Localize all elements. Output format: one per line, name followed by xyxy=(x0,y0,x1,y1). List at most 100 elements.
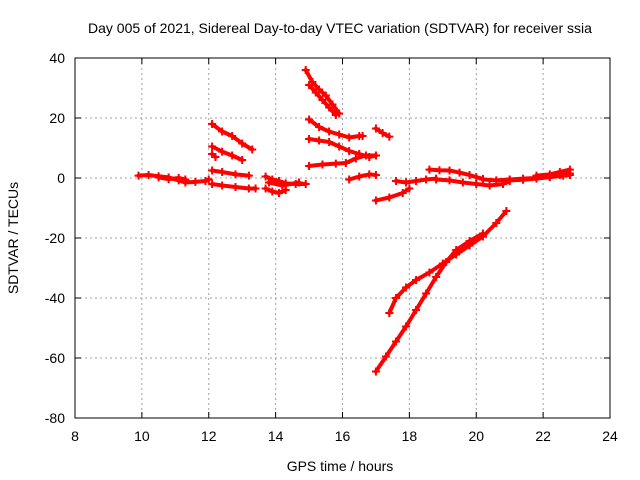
data-point xyxy=(478,175,487,184)
data-point xyxy=(365,170,374,179)
y-tick-label: -80 xyxy=(45,410,65,426)
data-point xyxy=(325,103,334,112)
data-point xyxy=(191,177,200,186)
data-point xyxy=(345,175,354,184)
data-point xyxy=(402,178,411,187)
data-point xyxy=(442,258,451,266)
data-point xyxy=(445,166,454,175)
data-point xyxy=(381,352,390,361)
y-tick-label: 40 xyxy=(49,50,65,66)
data-point xyxy=(445,176,454,185)
data-point xyxy=(345,147,354,155)
x-tick-label: 24 xyxy=(602,428,618,444)
data-point xyxy=(519,175,528,184)
data-point xyxy=(412,306,421,314)
data-point xyxy=(435,166,444,175)
data-point xyxy=(218,181,227,190)
data-point xyxy=(208,142,217,151)
data-point xyxy=(218,127,227,136)
data-point xyxy=(261,184,270,193)
data-point xyxy=(268,187,277,196)
data-point xyxy=(315,123,324,131)
data-point xyxy=(385,132,394,141)
data-point xyxy=(422,175,431,184)
data-point xyxy=(218,147,227,156)
chart-title: Day 005 of 2021, Sidereal Day-to-day VTE… xyxy=(88,20,592,36)
data-point xyxy=(432,273,441,281)
data-point xyxy=(345,133,354,142)
data-point xyxy=(351,154,360,163)
data-point xyxy=(261,172,270,181)
data-point xyxy=(264,178,273,187)
data-point xyxy=(278,181,287,190)
x-tick-label: 16 xyxy=(335,428,351,444)
data-point xyxy=(164,175,173,184)
data-point xyxy=(208,120,217,128)
data-point xyxy=(505,176,514,185)
data-point xyxy=(134,171,143,180)
data-point xyxy=(208,180,217,188)
data-point xyxy=(244,184,253,193)
data-point xyxy=(208,166,217,175)
data-point xyxy=(378,129,387,137)
x-axis-title: GPS time / hours xyxy=(287,458,394,474)
data-point xyxy=(392,294,400,302)
data-point xyxy=(174,174,183,182)
data-point xyxy=(472,173,481,182)
data-point xyxy=(432,175,441,184)
series-arc-k xyxy=(301,66,344,118)
data-series xyxy=(134,66,574,376)
data-point xyxy=(452,246,461,254)
data-point xyxy=(331,111,340,119)
data-point xyxy=(248,145,257,154)
data-point xyxy=(545,170,554,179)
data-point xyxy=(341,159,350,167)
data-point xyxy=(301,66,310,74)
data-point xyxy=(321,91,330,100)
data-point xyxy=(371,151,380,160)
series-arc-e xyxy=(208,150,220,161)
data-point xyxy=(355,172,364,181)
data-point xyxy=(295,178,304,187)
data-point xyxy=(325,127,334,136)
data-point xyxy=(555,168,564,176)
series-arc-o xyxy=(305,151,380,170)
grid xyxy=(75,58,610,418)
y-tick-label: -60 xyxy=(45,350,65,366)
data-point xyxy=(238,139,247,148)
data-point xyxy=(425,268,434,277)
series-arc-u xyxy=(432,175,514,190)
series-arc-i xyxy=(261,184,290,197)
y-tick-label: 20 xyxy=(49,110,65,126)
data-point xyxy=(385,193,394,202)
series-arc-r xyxy=(371,184,414,205)
data-point xyxy=(315,136,324,145)
y-tick-label: -20 xyxy=(45,230,65,246)
data-point xyxy=(318,160,327,169)
data-point xyxy=(398,189,407,197)
data-point xyxy=(228,132,237,140)
data-point xyxy=(211,153,220,161)
data-point xyxy=(422,289,431,298)
series-arc-b xyxy=(154,173,190,184)
series-arc-x xyxy=(532,165,574,180)
data-point xyxy=(231,183,240,191)
series-arc-j xyxy=(264,178,304,190)
data-point xyxy=(318,96,327,104)
data-point xyxy=(218,168,227,176)
series-arc-l xyxy=(305,81,340,119)
series-trace xyxy=(534,167,572,178)
data-point xyxy=(331,159,340,168)
y-tick-label: 0 xyxy=(57,170,65,186)
data-point xyxy=(251,184,260,193)
data-point xyxy=(144,171,153,179)
x-tick-label: 10 xyxy=(134,428,150,444)
x-tick-label: 14 xyxy=(268,428,284,444)
data-point xyxy=(325,138,334,146)
data-point xyxy=(305,81,314,89)
series-arc-g xyxy=(208,180,260,193)
data-point xyxy=(392,177,400,185)
x-tick-label: 12 xyxy=(201,428,217,444)
series-trace xyxy=(373,186,412,203)
